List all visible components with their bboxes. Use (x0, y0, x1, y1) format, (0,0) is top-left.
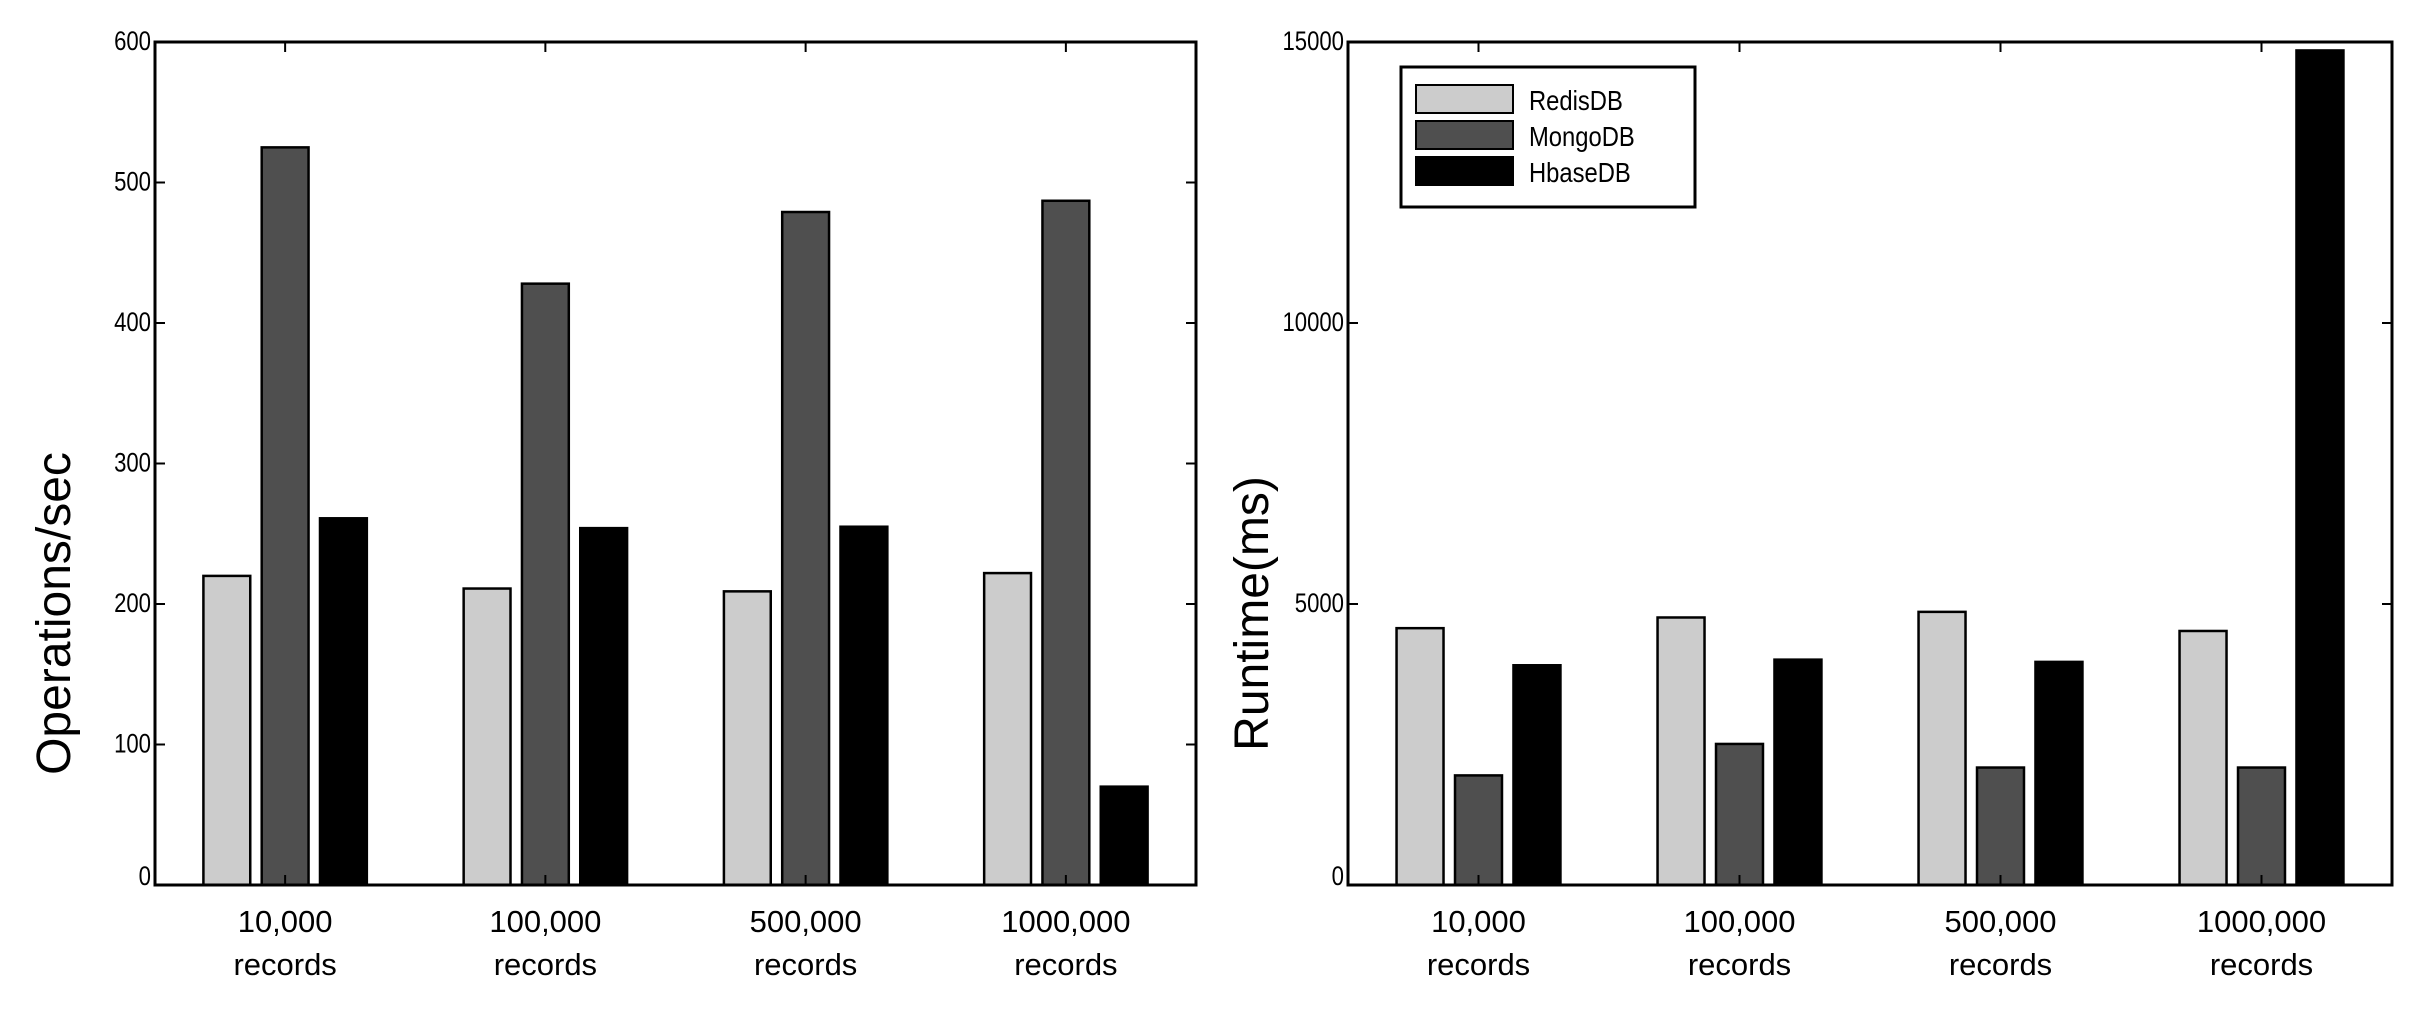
y-tick-label: 15000 (1282, 27, 1344, 57)
bar-hbasedb-2 (1773, 658, 1823, 887)
bar-mongodb-3 (780, 210, 831, 887)
y-axis-label: Operations/sec (28, 452, 81, 775)
bar-hbasedb-4 (1099, 785, 1149, 887)
legend-swatch-redisdb (1415, 84, 1514, 114)
y-tick-label: 0 (139, 862, 151, 892)
bar-hbasedb-1 (318, 517, 369, 887)
bar-hbasedb-2 (578, 526, 629, 887)
legend-swatch-mongodb (1415, 120, 1514, 150)
x-tick-label: records (494, 947, 597, 982)
y-tick-label: 10000 (1282, 308, 1344, 338)
bar-redisdb-2 (462, 587, 512, 887)
x-tick-label: 1000,000 (2197, 904, 2326, 939)
bar-redisdb-2 (1656, 616, 1706, 887)
legend-label-mongodb: MongoDB (1529, 120, 1635, 152)
legend-label-redisdb: RedisDB (1529, 84, 1623, 116)
chart-2: 10,000 records 100,000 records 500,000 record… (1226, 27, 2394, 982)
x-tick-label: records (1427, 947, 1530, 982)
y-tick-label: 5000 (1295, 589, 1344, 619)
legend-label-hbasedb: HbaseDB (1529, 156, 1631, 188)
x-tick-label: 500,000 (1944, 904, 2056, 939)
axes-frame (1346, 40, 2394, 887)
chart-1: 10,000 records 100,000 records 500,000 record… (28, 27, 1198, 982)
bar-mongodb-4 (1041, 199, 1091, 887)
x-tick-label: 100,000 (1683, 904, 1795, 939)
x-tick-label: 500,000 (750, 904, 862, 939)
bar-redisdb-4 (982, 571, 1033, 887)
bar-mongodb-2 (1714, 742, 1765, 887)
bar-mongodb-1 (260, 146, 310, 887)
bar-hbasedb-1 (1512, 664, 1562, 887)
x-tick-label: records (233, 947, 336, 982)
x-tick-label: 10,000 (1431, 904, 1526, 939)
bar-redisdb-1 (202, 574, 252, 887)
bar-hbasedb-4 (2295, 49, 2345, 887)
x-tick-label: records (754, 947, 857, 982)
y-tick-label: 100 (114, 730, 151, 760)
x-tick-label: records (1014, 947, 1117, 982)
bar-mongodb-2 (520, 282, 571, 887)
bar-redisdb-3 (722, 590, 773, 887)
x-tick-label: records (1688, 947, 1791, 982)
bar-hbasedb-3 (839, 525, 889, 887)
y-tick-label: 300 (114, 449, 151, 479)
legend-swatch-hbasedb (1415, 156, 1514, 186)
bar-hbasedb-3 (2034, 660, 2084, 887)
y-axis-label: Runtime(ms) (1226, 476, 1279, 751)
y-tick-label: 500 (114, 168, 151, 198)
y-tick-label: 200 (114, 589, 151, 619)
y-tick-label: 600 (114, 27, 151, 57)
x-tick-label: 10,000 (238, 904, 333, 939)
bar-mongodb-3 (1975, 766, 2026, 887)
bar-mongodb-1 (1453, 774, 1504, 887)
y-tick-label: 0 (1332, 862, 1344, 892)
bar-mongodb-4 (2236, 766, 2287, 887)
x-tick-label: 1000,000 (1001, 904, 1130, 939)
bar-redisdb-4 (2178, 629, 2228, 887)
x-tick-label: records (2210, 947, 2313, 982)
x-tick-label: records (1949, 947, 2052, 982)
bar-redisdb-3 (1917, 610, 1967, 887)
x-tick-label: 100,000 (489, 904, 601, 939)
bar-redisdb-1 (1395, 626, 1445, 887)
legend: RedisDB MongoDB HbaseDB (1399, 65, 1697, 209)
y-tick-label: 400 (114, 308, 151, 338)
axes-frame (153, 40, 1198, 887)
